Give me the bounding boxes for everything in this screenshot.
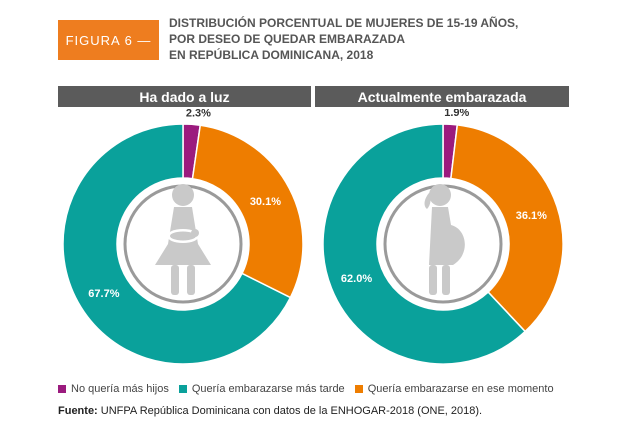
- slice-value-label: 30.1%: [250, 196, 281, 208]
- legend-swatch: [58, 385, 66, 393]
- donut-chart-ha-dado-a-luz: 2.3% 30.1% 67.7%: [62, 109, 304, 365]
- slice-value-label: 2.3%: [186, 109, 211, 119]
- donut-slice: [450, 124, 564, 333]
- figure-label-badge: FIGURA 6 —: [58, 20, 159, 60]
- slice-value-label: 36.1%: [516, 210, 547, 222]
- slice-value-label: 62.0%: [341, 273, 372, 285]
- title-line-3: EN REPÚBLICA DOMINICANA, 2018: [169, 48, 374, 62]
- legend-swatch: [354, 385, 363, 393]
- slice-value-label: 1.9%: [444, 109, 469, 119]
- source-text: UNFPA República Dominicana con datos de …: [100, 405, 483, 417]
- title-line-2: POR DESEO DE QUEDAR EMBARAZADA: [169, 32, 406, 46]
- panel-header-actualmente-embarazada: Actualmente embarazada: [315, 86, 569, 107]
- legend-label: Quería embarazarse en ese momento: [367, 383, 554, 395]
- legend-swatch: [178, 385, 187, 393]
- source-prefix: Fuente:: [58, 405, 98, 417]
- donut-chart-actualmente-embarazada: 1.9% 36.1% 62.0%: [322, 109, 564, 365]
- legend-item-no-queria: No quería más hijos: [58, 383, 169, 395]
- donut-slice: [62, 123, 292, 365]
- title-line-1: DISTRIBUCIÓN PORCENTUAL DE MUJERES DE 15…: [169, 16, 519, 30]
- legend-label: Quería embarazarse más tarde: [191, 383, 345, 395]
- donut-slice: [191, 124, 304, 299]
- legend-label: No quería más hijos: [71, 383, 169, 395]
- donut-slice: [322, 123, 527, 365]
- legend-item-mas-tarde: Quería embarazarse más tarde: [178, 383, 345, 395]
- slice-value-label: 67.7%: [88, 288, 119, 300]
- panel-header-ha-dado-a-luz: Ha dado a luz: [58, 86, 311, 107]
- chart-title: DISTRIBUCIÓN PORCENTUAL DE MUJERES DE 15…: [169, 15, 609, 63]
- source-note: Fuente: UNFPA República Dominicana con d…: [58, 405, 482, 417]
- pregnant-woman-icon: [424, 184, 465, 295]
- chart-legend: No quería más hijos Quería embarazarse m…: [58, 383, 564, 395]
- mother-holding-baby-icon: [155, 184, 211, 295]
- legend-item-ese-momento: Quería embarazarse en ese momento: [354, 383, 554, 395]
